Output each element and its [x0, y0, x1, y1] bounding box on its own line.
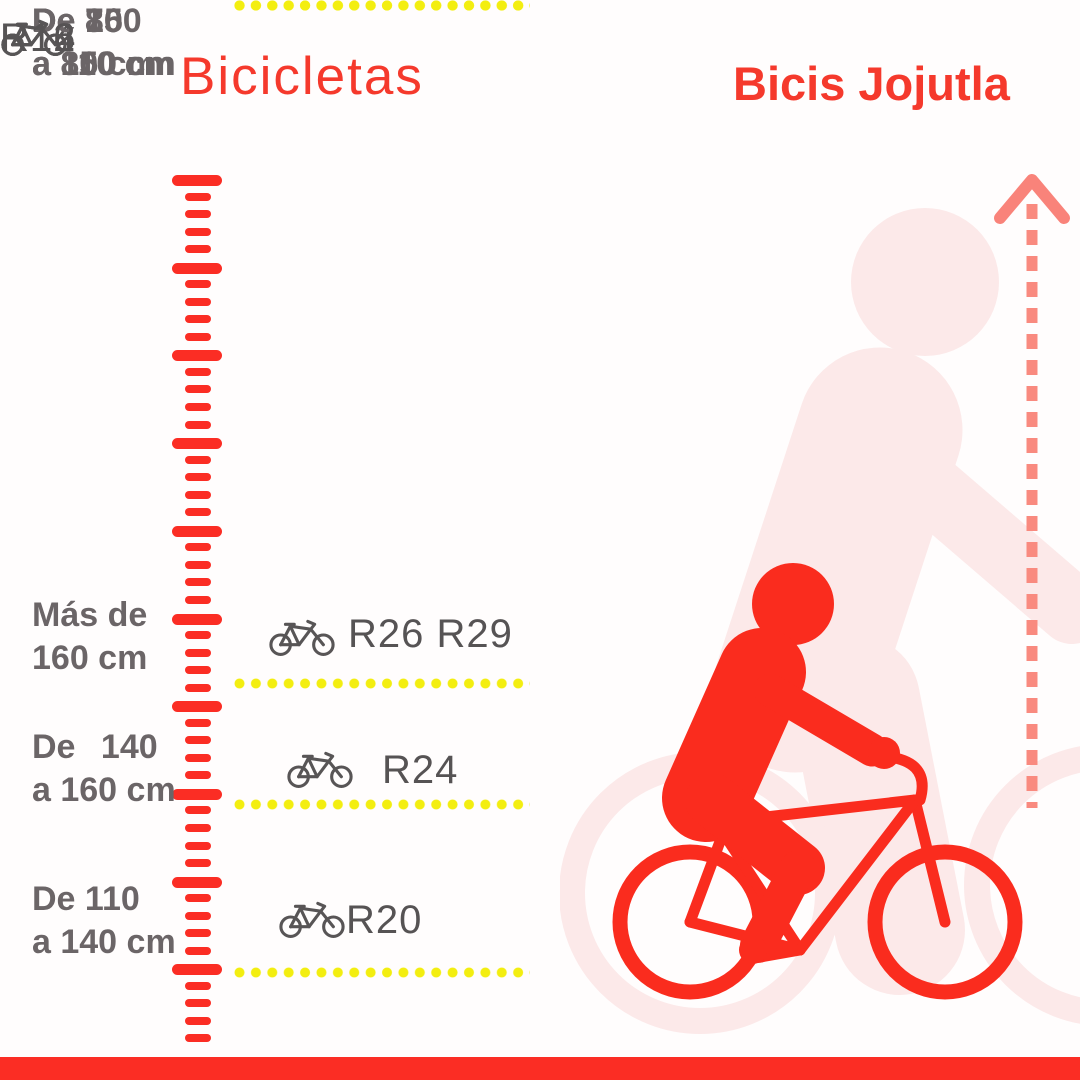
ruler-tick-minor	[185, 403, 211, 412]
ruler-tick-minor	[185, 280, 211, 289]
height-range-line1: Más de	[32, 596, 148, 634]
height-range-label: Más de 160 cm	[32, 594, 147, 680]
ruler-tick-minor	[185, 367, 211, 376]
ruler-tick-minor	[185, 1034, 211, 1043]
ruler-tick-major	[172, 525, 222, 537]
ruler-tick-minor	[185, 543, 211, 552]
ruler-tick-major	[172, 701, 222, 713]
ruler-tick-minor	[185, 666, 211, 675]
ruler-tick-minor	[185, 894, 211, 903]
ruler-tick-minor	[185, 859, 211, 868]
height-range-line2: a 160 cm	[32, 771, 176, 809]
ruler-tick-minor	[185, 473, 211, 482]
ruler-tick-minor	[185, 1016, 211, 1025]
size-row: De 70 a 85 cm R12	[0, 0, 560, 125]
height-range-line2: a 85 cm	[32, 45, 157, 83]
page-title: Bicicletas	[180, 47, 424, 106]
height-range-line2: 160 cm	[32, 639, 148, 677]
ruler-tick-minor	[185, 455, 211, 464]
ruler-tick-minor	[185, 981, 211, 990]
rider-figure	[662, 563, 900, 964]
ruler-tick-minor	[185, 999, 211, 1008]
ruler-tick-minor	[185, 332, 211, 341]
size-row: De 110 a 140 cm R20	[0, 878, 560, 1003]
ruler-tick-minor	[185, 297, 211, 306]
height-range-line1: De 110	[32, 880, 140, 918]
up-arrow-icon	[994, 174, 1070, 808]
dotted-divider	[234, 678, 530, 689]
ruler-tick-minor	[185, 841, 211, 850]
wheel-size-label: R12	[0, 16, 77, 60]
wheel-size-label: R20	[346, 898, 423, 942]
ruler-tick-minor	[185, 753, 211, 762]
ruler-tick-minor	[185, 490, 211, 499]
size-row: De 140 a 160 cm R24	[0, 726, 560, 851]
ruler-tick-minor	[185, 420, 211, 429]
ruler-tick-minor	[185, 946, 211, 955]
height-range-label: De 100 a 110 cm	[32, 0, 174, 86]
ruler-tick-minor	[185, 718, 211, 727]
bicycle-icon	[268, 612, 336, 658]
cyclist-illustration	[560, 208, 1080, 1034]
ruler-tick-minor	[185, 385, 211, 394]
ruler-tick-major	[172, 876, 222, 888]
bicycle-icon	[286, 744, 354, 790]
height-range-line2: a 140 cm	[32, 923, 176, 961]
ruler-tick-minor	[185, 578, 211, 587]
ruler-tick-major	[172, 613, 222, 625]
height-range-line2: a 100 cm	[32, 45, 176, 83]
height-range-label: De 140 a 160 cm	[32, 726, 176, 812]
ruler-tick-minor	[185, 560, 211, 569]
dotted-divider	[234, 967, 530, 978]
ruler-tick-minor	[185, 595, 211, 604]
ruler-tick-minor	[185, 823, 211, 832]
ruler-tick-minor	[185, 806, 211, 815]
ruler-tick-major	[172, 964, 222, 976]
ruler-tick-minor	[185, 631, 211, 640]
ruler-tick-major	[172, 788, 222, 800]
ruler-scale	[172, 175, 224, 1055]
ruler-tick-major	[172, 175, 222, 186]
ruler-tick-major	[172, 350, 222, 362]
wheel-size-label: R26 R29	[348, 612, 513, 656]
dotted-divider	[234, 799, 530, 810]
ruler-tick-minor	[185, 315, 211, 324]
ruler-tick-minor	[185, 227, 211, 236]
ruler-tick-minor	[185, 929, 211, 938]
height-range-line2: a 110 cm	[32, 45, 174, 83]
ruler-tick-major	[172, 262, 222, 274]
ruler-tick-minor	[185, 736, 211, 745]
ruler-tick-minor	[185, 683, 211, 692]
ruler-tick-minor	[185, 245, 211, 254]
ruler-tick-major	[172, 438, 222, 450]
ruler-tick-minor	[185, 648, 211, 657]
brand-title: Bicis Jojutla	[733, 57, 1010, 110]
ruler-tick-minor	[185, 771, 211, 780]
cyclist-silhouette	[612, 563, 1023, 1000]
height-range-label: De 110 a 140 cm	[32, 878, 176, 964]
size-row: Más de 160 cm R26 R29	[0, 594, 560, 719]
ruler-tick-minor	[185, 508, 211, 517]
ruler-tick-minor	[185, 210, 211, 219]
wheel-size-label: R24	[382, 748, 459, 792]
dotted-divider	[234, 0, 530, 11]
ruler-tick-minor	[185, 192, 211, 201]
ruler-tick-minor	[185, 911, 211, 920]
bicycle-icon	[278, 894, 346, 940]
height-range-line1: De 140	[32, 728, 158, 766]
footer-bar	[0, 1057, 1080, 1080]
height-range-label: De 85 a 100 cm	[32, 0, 176, 86]
height-range-line1: De 100	[32, 2, 142, 40]
